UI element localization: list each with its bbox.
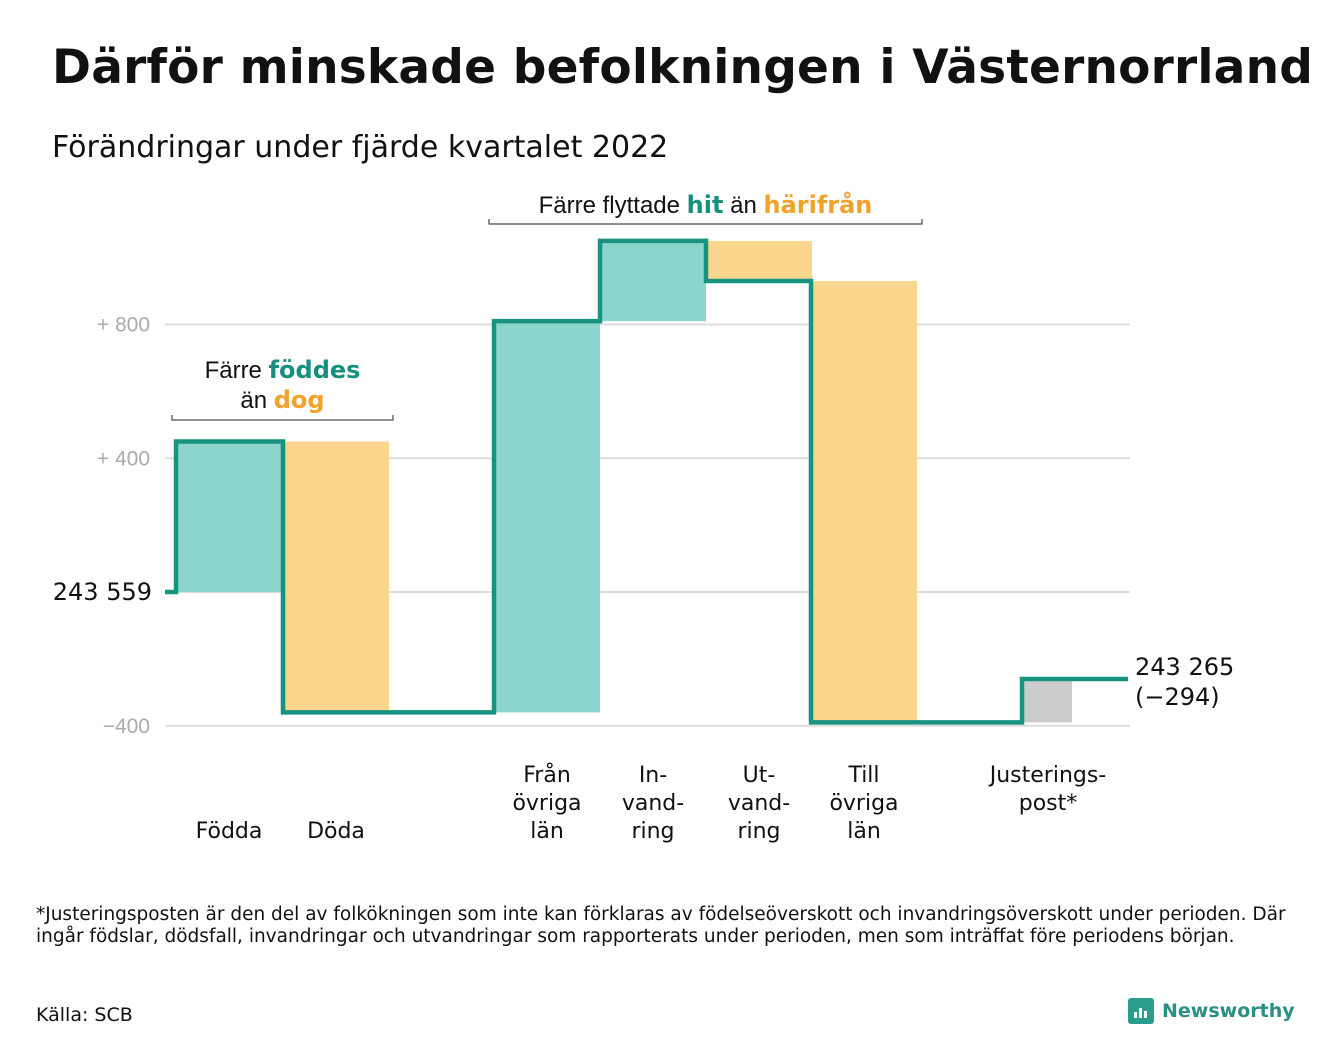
start-value-label: 243 559 xyxy=(53,578,152,606)
category-label: län xyxy=(847,819,881,844)
category-label: Till xyxy=(847,763,879,788)
y-tick-label: + 400 xyxy=(97,447,150,470)
end-change-label: (−294) xyxy=(1135,683,1220,711)
chart-subtitle: Förändringar under fjärde kvartalet 2022 xyxy=(52,130,669,165)
bar-outflow xyxy=(283,441,389,713)
category-label: ring xyxy=(631,819,674,844)
newsworthy-logo-icon xyxy=(1128,998,1154,1024)
y-tick-label: + 800 xyxy=(97,314,150,337)
annotation-text: Färre föddes xyxy=(205,356,361,384)
category-label: Ut- xyxy=(743,763,776,788)
annotation-part: föddes xyxy=(269,356,361,384)
brand-name: Newsworthy xyxy=(1162,1000,1295,1022)
category-label: Döda xyxy=(307,819,365,844)
annotation-part: Färre xyxy=(205,357,269,384)
y-tick-label: −400 xyxy=(103,715,150,738)
cumulative-step-line xyxy=(165,238,1128,725)
category-label: övriga xyxy=(512,791,581,816)
footnote: *Justeringsposten är den del av folkökni… xyxy=(36,904,1286,947)
bar-outflow xyxy=(811,281,917,723)
bar-adjustment xyxy=(1022,678,1072,723)
category-label: vand- xyxy=(622,791,684,816)
annotation-text: än dog xyxy=(240,386,324,414)
annotation-part: hit xyxy=(687,191,724,219)
chart-title: Därför minskade befolkningen i Västernor… xyxy=(52,40,1314,95)
category-label: vand- xyxy=(728,791,790,816)
end-value-label: 243 265 xyxy=(1135,653,1234,681)
source-label: Källa: SCB xyxy=(36,1004,133,1026)
category-label: ring xyxy=(737,819,780,844)
category-label: In- xyxy=(639,763,667,788)
brand-logo: Newsworthy xyxy=(1128,998,1295,1024)
bar-inflow xyxy=(600,240,706,322)
category-label: Justerings- xyxy=(988,763,1107,788)
annotation-part: än xyxy=(240,387,273,414)
annotation-part: dog xyxy=(274,386,325,414)
annotation-part: än xyxy=(723,192,763,219)
waterfall-chart: + 800 + 400 −400 243 559 243 265(−294) Födda D… xyxy=(53,190,1235,844)
bar-outflow xyxy=(706,240,812,282)
category-label: Från xyxy=(523,762,571,788)
annotation-text: Färre flyttade hit än härifrån xyxy=(539,190,873,219)
annotation-part: härifrån xyxy=(763,190,872,219)
annotation-bracket xyxy=(171,415,394,421)
annotation-bracket xyxy=(488,219,923,225)
bar-inflow xyxy=(494,321,600,713)
bar-inflow xyxy=(176,441,282,592)
category-label: post* xyxy=(1019,791,1078,816)
category-label: Födda xyxy=(196,819,263,844)
category-label: övriga xyxy=(829,791,898,816)
category-label: län xyxy=(530,819,564,844)
annotation-part: Färre flyttade xyxy=(539,192,687,219)
